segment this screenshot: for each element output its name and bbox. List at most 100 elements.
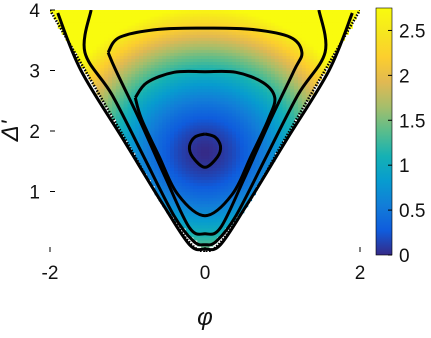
heat-cell xyxy=(212,146,218,150)
heat-cell xyxy=(150,106,156,111)
heat-cell xyxy=(212,34,218,38)
heat-cell xyxy=(232,109,237,114)
heat-cell xyxy=(146,91,152,96)
heat-cell xyxy=(201,10,206,14)
heat-cell xyxy=(112,109,117,114)
heat-cell xyxy=(100,13,105,17)
heat-cell xyxy=(236,176,241,180)
heat-cell xyxy=(174,179,179,184)
heat-cell xyxy=(332,34,338,38)
heat-cell xyxy=(232,115,237,120)
heat-cell xyxy=(267,137,272,141)
heat-cell xyxy=(189,176,194,180)
heat-cell xyxy=(53,16,59,20)
heat-cell xyxy=(208,31,214,35)
heat-cell xyxy=(162,55,167,59)
heat-cell xyxy=(232,185,237,190)
heat-cell xyxy=(228,73,233,78)
heat-cell xyxy=(259,22,264,26)
heat-cell xyxy=(127,115,132,120)
heat-cell xyxy=(278,25,284,29)
heat-cell xyxy=(290,25,295,29)
heat-cell xyxy=(267,19,272,23)
heat-cell xyxy=(162,91,167,96)
heat-cell xyxy=(232,52,237,56)
heat-cell xyxy=(88,31,94,35)
heat-cell xyxy=(197,230,202,235)
heat-cell xyxy=(88,58,94,63)
heat-cell xyxy=(174,164,179,168)
heat-cell xyxy=(282,43,287,47)
heat-cell xyxy=(336,16,342,20)
heat-cell xyxy=(197,55,202,59)
heat-cell xyxy=(309,46,315,50)
heat-cell xyxy=(96,40,101,44)
heat-cell xyxy=(220,206,225,211)
heat-cell xyxy=(166,118,171,123)
heat-cell xyxy=(340,19,346,23)
heat-cell xyxy=(278,34,284,38)
heat-cell xyxy=(212,221,218,226)
heat-cell xyxy=(294,43,299,47)
heat-cell xyxy=(274,16,280,20)
heat-cell xyxy=(313,10,318,14)
heat-cell xyxy=(267,52,272,56)
heat-cell xyxy=(243,191,249,196)
heat-cell xyxy=(236,167,241,171)
heat-cell xyxy=(88,46,94,50)
heat-cell xyxy=(263,112,268,117)
heat-cell xyxy=(170,13,175,17)
heat-cell xyxy=(224,218,229,223)
heat-cell xyxy=(139,146,144,150)
heat-cell xyxy=(236,203,241,208)
heat-cell xyxy=(197,64,202,69)
heat-cell xyxy=(119,94,125,99)
heat-cell xyxy=(69,13,74,17)
heat-cell xyxy=(232,43,237,47)
heat-cell xyxy=(243,103,249,108)
heat-cell xyxy=(135,82,140,87)
heat-cell xyxy=(298,22,303,26)
heat-cell xyxy=(112,100,117,105)
heat-cell xyxy=(344,10,349,14)
heat-cell xyxy=(286,49,291,53)
heat-cell xyxy=(236,97,241,102)
heat-cell xyxy=(158,146,163,150)
heat-cell xyxy=(185,158,191,162)
heat-cell xyxy=(189,67,194,72)
heat-cell xyxy=(224,16,229,20)
heat-cell xyxy=(170,200,175,205)
heat-cell xyxy=(162,37,167,41)
heat-cell xyxy=(150,109,156,114)
heat-cell xyxy=(220,76,225,81)
heat-cell xyxy=(309,10,315,14)
heat-cell xyxy=(286,10,291,14)
heat-cell xyxy=(127,52,132,56)
heat-cell xyxy=(158,31,163,35)
heat-cell xyxy=(205,37,210,41)
heat-cell xyxy=(251,55,256,59)
heat-cell xyxy=(189,197,194,202)
heat-cell xyxy=(290,91,295,96)
heat-cell xyxy=(177,170,183,174)
heat-cell xyxy=(259,73,264,78)
heat-cell xyxy=(131,25,136,29)
heat-cell xyxy=(143,31,148,35)
heat-cell xyxy=(309,34,315,38)
heat-cell xyxy=(197,52,202,56)
colorbar: 00.511.522.5 xyxy=(375,7,425,267)
heat-cell xyxy=(177,118,183,123)
heat-cell xyxy=(301,100,307,105)
heat-cell xyxy=(143,55,148,59)
heat-cell xyxy=(181,46,187,50)
heat-cell xyxy=(239,67,245,72)
heat-cell xyxy=(100,88,105,93)
heat-cell xyxy=(154,73,160,78)
heat-cell xyxy=(313,61,318,66)
heat-cell xyxy=(104,16,109,20)
heat-cell xyxy=(166,106,171,111)
heat-cell xyxy=(309,19,315,23)
heat-cell xyxy=(325,13,330,17)
heat-cell xyxy=(236,73,241,78)
heat-cell xyxy=(150,43,156,47)
